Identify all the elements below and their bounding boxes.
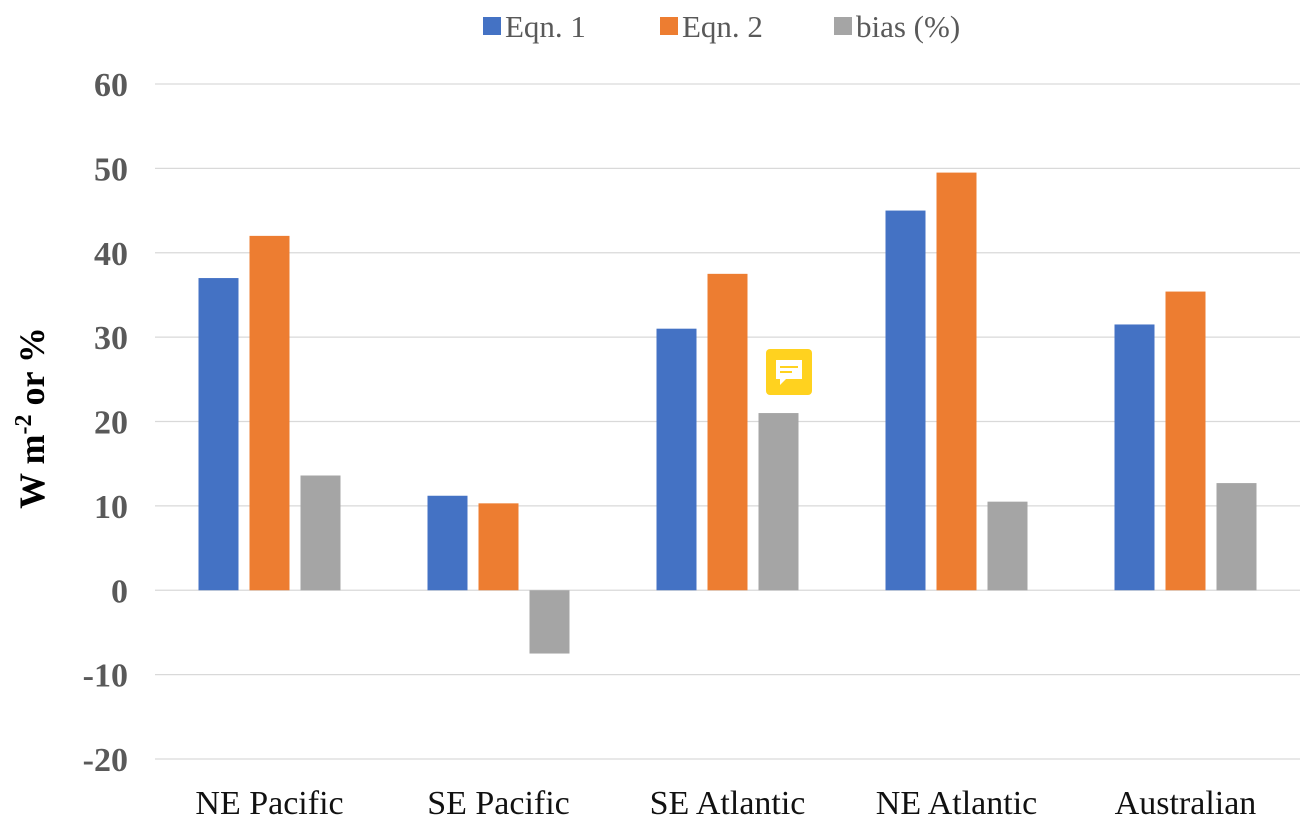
legend-label: Eqn. 2 [682, 9, 763, 44]
y-tick-label: 0 [111, 573, 128, 610]
bar [529, 590, 570, 654]
legend-swatch [834, 17, 852, 35]
bars [198, 172, 1257, 654]
y-tick-label: 30 [94, 320, 128, 357]
legend-label: bias (%) [856, 9, 960, 44]
bar [758, 413, 799, 591]
y-tick-label: 60 [94, 67, 128, 104]
bar [427, 495, 468, 591]
legend-swatch [660, 17, 678, 35]
comment-icon[interactable] [766, 349, 812, 395]
legend-label: Eqn. 1 [505, 9, 586, 44]
bar [707, 273, 748, 591]
legend-swatch [483, 17, 501, 35]
bar [885, 210, 926, 591]
bar [478, 503, 519, 591]
bar [1114, 324, 1155, 591]
x-tick-label: NE Atlantic [876, 785, 1037, 820]
bar [1216, 483, 1257, 591]
bar [249, 235, 290, 591]
x-tick-label: SE Atlantic [650, 785, 806, 820]
y-tick-label: 20 [94, 405, 128, 442]
x-tick-label: NE Pacific [195, 785, 343, 820]
x-tick-label: Australian [1115, 785, 1257, 820]
y-tick-label: 40 [94, 236, 128, 273]
bar [198, 278, 239, 591]
x-axis-ticks: NE Pacific SE Pacific SE Atlantic NE Atlant… [195, 785, 1256, 820]
bar [1165, 291, 1206, 591]
y-tick-label: 50 [94, 151, 128, 188]
bar [656, 328, 697, 591]
y-tick-label: -10 [83, 658, 128, 695]
y-tick-label: -20 [83, 742, 128, 779]
y-axis-label: W m-2 or % [11, 327, 52, 509]
bar [300, 475, 341, 591]
legend: Eqn. 1 Eqn. 2 bias (%) [483, 9, 960, 44]
y-tick-label: 10 [94, 489, 128, 526]
bar [987, 501, 1028, 591]
bar [936, 172, 977, 591]
x-tick-label: SE Pacific [427, 785, 570, 820]
y-axis-ticks: -20 -10 0 10 20 30 40 50 60 [83, 67, 128, 779]
